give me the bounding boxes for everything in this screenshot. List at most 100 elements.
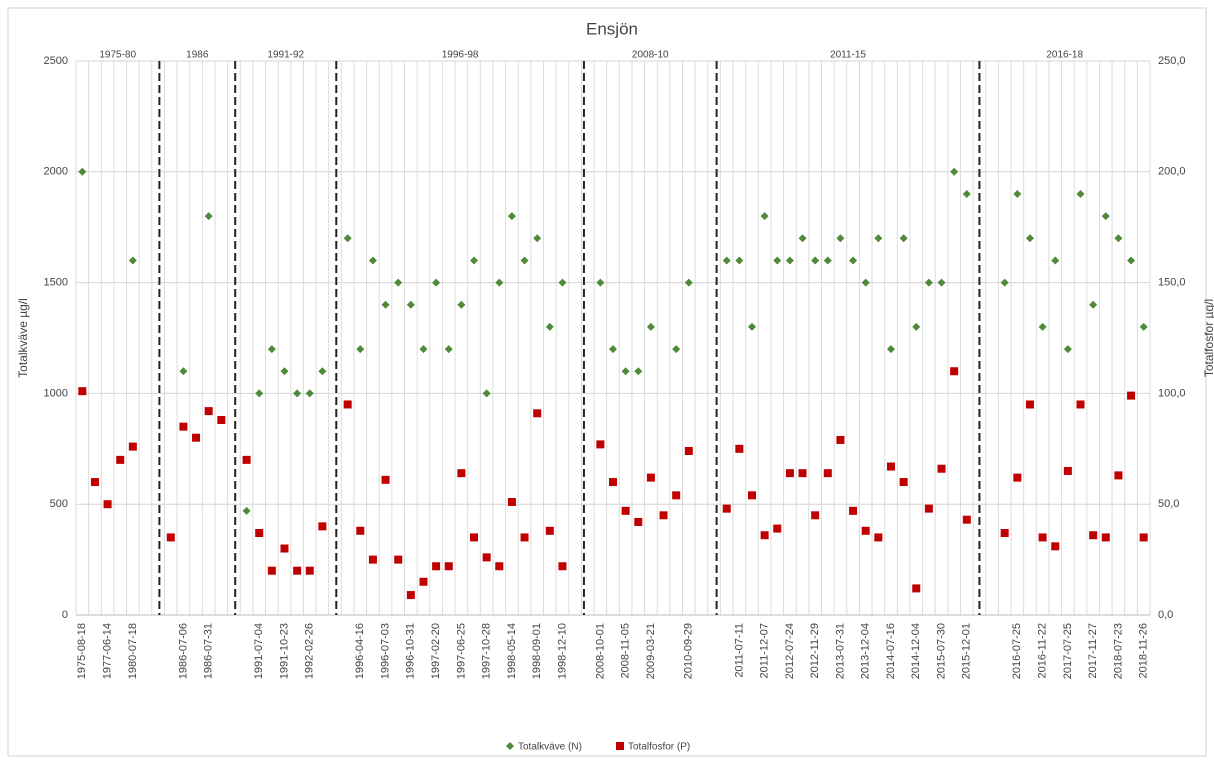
marker xyxy=(507,497,516,506)
marker xyxy=(1025,234,1034,243)
marker xyxy=(128,442,137,451)
marker xyxy=(874,234,883,243)
marker xyxy=(406,591,415,600)
y-tick-label: 2000 xyxy=(44,166,68,178)
marker xyxy=(672,345,681,354)
legend-marker xyxy=(616,742,624,750)
marker xyxy=(849,506,858,515)
x-tick-label: 1998-12-10 xyxy=(556,623,568,679)
y-tick-label: 0 xyxy=(62,609,68,621)
marker xyxy=(912,584,921,593)
marker xyxy=(823,469,832,478)
x-tick-label: 2018-11-26 xyxy=(1138,623,1150,678)
marker xyxy=(1076,189,1085,198)
marker xyxy=(924,278,933,287)
marker xyxy=(950,167,959,176)
marker xyxy=(470,533,479,542)
marker xyxy=(684,278,693,287)
marker xyxy=(609,345,617,354)
period-label: 2011-15 xyxy=(830,50,866,61)
marker xyxy=(634,367,643,376)
x-tick-label: 2014-12-04 xyxy=(910,623,922,679)
marker xyxy=(482,389,491,398)
marker xyxy=(1013,473,1022,482)
marker xyxy=(1063,345,1072,354)
legend-marker xyxy=(506,742,514,750)
marker xyxy=(1114,234,1123,243)
marker xyxy=(280,367,289,376)
y2-axis-label: Totalfosfor µg/l xyxy=(1202,299,1214,377)
marker xyxy=(1127,391,1136,400)
period-label: 1975-80 xyxy=(99,50,136,61)
x-tick-label: 2015-12-01 xyxy=(961,623,973,679)
marker xyxy=(406,300,415,309)
marker xyxy=(1089,531,1098,540)
y2-tick-label: 100,0 xyxy=(1158,387,1186,399)
x-tick-label: 1997-10-28 xyxy=(481,623,493,679)
marker xyxy=(293,566,302,575)
x-tick-label: 1998-09-01 xyxy=(531,623,543,679)
marker xyxy=(874,533,883,542)
marker xyxy=(116,455,125,464)
marker xyxy=(811,256,820,265)
marker xyxy=(621,367,630,376)
marker xyxy=(760,212,769,221)
marker xyxy=(621,506,630,515)
marker xyxy=(457,300,466,309)
marker xyxy=(166,533,175,542)
marker xyxy=(280,544,289,553)
legend-label: Totalfosfor (P) xyxy=(628,742,690,753)
y-tick-label: 1500 xyxy=(44,277,68,289)
marker xyxy=(596,278,605,287)
marker xyxy=(899,478,908,487)
marker xyxy=(1101,212,1110,221)
marker xyxy=(962,189,971,198)
x-tick-label: 2008-10-01 xyxy=(594,623,606,679)
marker xyxy=(381,475,390,484)
marker xyxy=(457,469,466,478)
marker xyxy=(545,322,554,331)
x-tick-label: 2013-12-04 xyxy=(860,623,872,679)
y2-tick-label: 200,0 xyxy=(1158,166,1186,178)
period-label: 1986 xyxy=(186,50,209,61)
marker xyxy=(646,473,655,482)
marker xyxy=(937,464,946,473)
marker xyxy=(646,322,655,331)
marker xyxy=(242,506,251,515)
marker xyxy=(520,533,529,542)
x-tick-label: 2014-07-16 xyxy=(885,623,897,679)
marker xyxy=(912,322,921,331)
marker xyxy=(899,234,908,243)
y2-tick-label: 0,0 xyxy=(1158,609,1173,621)
marker xyxy=(356,526,365,535)
marker xyxy=(798,234,807,243)
x-tick-label: 1997-02-20 xyxy=(430,623,442,679)
marker xyxy=(1000,529,1009,538)
marker xyxy=(394,278,403,287)
marker xyxy=(962,515,971,524)
y-tick-label: 2500 xyxy=(44,55,68,67)
marker xyxy=(558,278,567,287)
marker xyxy=(78,167,87,176)
marker xyxy=(368,256,377,265)
marker xyxy=(773,524,782,533)
marker xyxy=(1000,278,1009,287)
marker xyxy=(78,387,87,396)
marker xyxy=(495,278,504,287)
marker xyxy=(419,577,428,586)
x-tick-label: 2016-11-22 xyxy=(1037,623,1049,678)
x-tick-label: 2011-12-07 xyxy=(759,623,771,678)
x-tick-label: 1996-04-16 xyxy=(354,623,366,679)
marker xyxy=(533,409,542,418)
x-tick-label: 2010-09-29 xyxy=(683,623,695,679)
x-tick-label: 1986-07-06 xyxy=(177,623,189,679)
marker xyxy=(785,469,794,478)
marker xyxy=(1127,256,1136,265)
x-tick-label: 1998-05-14 xyxy=(506,623,518,679)
x-tick-label: 1997-06-25 xyxy=(455,623,467,679)
marker xyxy=(722,256,731,265)
marker xyxy=(444,345,453,354)
marker xyxy=(545,526,554,535)
marker xyxy=(318,367,327,376)
marker xyxy=(1013,189,1022,198)
